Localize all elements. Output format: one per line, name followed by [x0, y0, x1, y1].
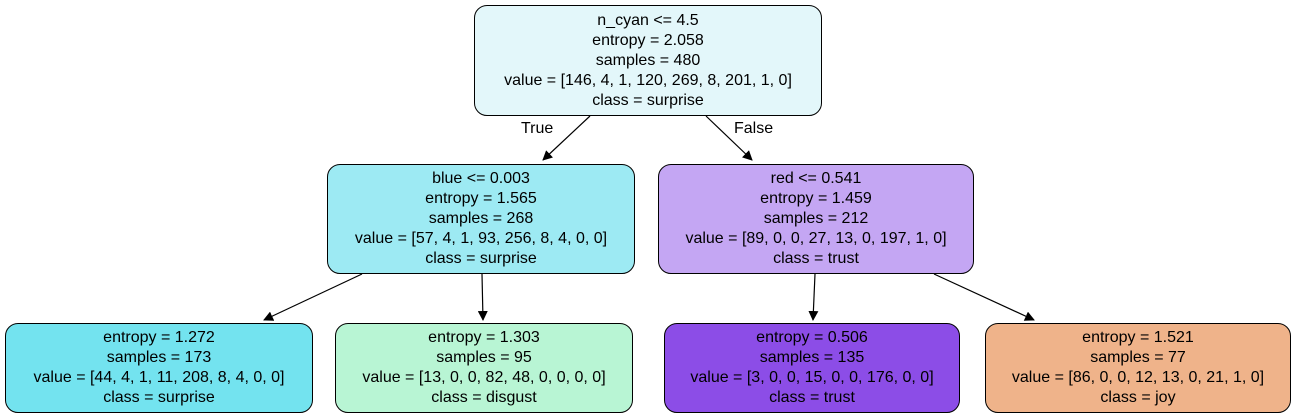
- node-value: value = [89, 0, 0, 27, 13, 0, 197, 1, 0]: [685, 230, 947, 247]
- node-split-rule: blue <= 0.003: [432, 170, 530, 187]
- node-samples: samples = 135: [759, 349, 865, 366]
- edge-blue-to-disgust-leaf: [477, 273, 488, 321]
- edge-label-false: False: [734, 120, 774, 137]
- node-class: class = surprise: [425, 250, 537, 267]
- edge-red-to-trust-leaf: [808, 273, 819, 321]
- node-value: value = [13, 0, 0, 82, 48, 0, 0, 0, 0]: [362, 369, 606, 386]
- edge-blue-to-surprise-leaf: [263, 273, 363, 321]
- leaf-node-disgust: entropy = 1.303 samples = 95 value = [13…: [335, 323, 633, 413]
- node-class: class = joy: [1100, 389, 1176, 406]
- edge-red-to-joy-leaf: [933, 273, 1035, 321]
- edge-label-true: True: [521, 120, 554, 137]
- node-samples: samples = 212: [763, 210, 869, 227]
- node-value: value = [44, 4, 1, 11, 208, 8, 4, 0, 0]: [33, 369, 285, 386]
- edge-root-to-blue: [542, 115, 591, 161]
- edge-root-to-red: [705, 115, 753, 161]
- node-split-rule: red <= 0.541: [770, 170, 862, 187]
- node-class: class = disgust: [431, 389, 537, 406]
- node-entropy: entropy = 2.058: [592, 31, 704, 49]
- leaf-node-trust: entropy = 0.506 samples = 135 value = [3…: [664, 323, 960, 413]
- node-entropy: entropy = 1.303: [428, 329, 540, 346]
- leaf-node-surprise: entropy = 1.272 samples = 173 value = [4…: [5, 323, 313, 413]
- node-value: value = [57, 4, 1, 93, 256, 8, 4, 0, 0]: [354, 230, 608, 247]
- node-samples: samples = 173: [106, 349, 212, 366]
- node-entropy: entropy = 1.272: [103, 329, 215, 346]
- red-split-node: red <= 0.541 entropy = 1.459 samples = 2…: [658, 164, 974, 274]
- node-entropy: entropy = 1.565: [425, 190, 537, 207]
- node-value: value = [3, 0, 0, 15, 0, 0, 176, 0, 0]: [690, 369, 934, 386]
- node-entropy: entropy = 1.521: [1082, 329, 1194, 346]
- node-samples: samples = 480: [595, 51, 701, 69]
- node-class: class = trust: [773, 250, 859, 267]
- blue-split-node: blue <= 0.003 entropy = 1.565 samples = …: [327, 164, 635, 274]
- node-class: class = trust: [769, 389, 855, 406]
- node-split-rule: n_cyan <= 4.5: [597, 11, 699, 29]
- root-node: n_cyan <= 4.5 entropy = 2.058 samples = …: [474, 5, 822, 116]
- node-samples: samples = 95: [436, 349, 532, 366]
- node-value: value = [146, 4, 1, 120, 269, 8, 201, 1,…: [504, 71, 792, 89]
- leaf-node-joy: entropy = 1.521 samples = 77 value = [86…: [985, 323, 1291, 413]
- node-entropy: entropy = 1.459: [760, 190, 872, 207]
- node-samples: samples = 77: [1090, 349, 1186, 366]
- node-class: class = surprise: [592, 91, 704, 109]
- node-samples: samples = 268: [428, 210, 534, 227]
- node-value: value = [86, 0, 0, 12, 13, 0, 21, 1, 0]: [1011, 369, 1265, 386]
- node-class: class = surprise: [103, 389, 215, 406]
- node-entropy: entropy = 0.506: [756, 329, 868, 346]
